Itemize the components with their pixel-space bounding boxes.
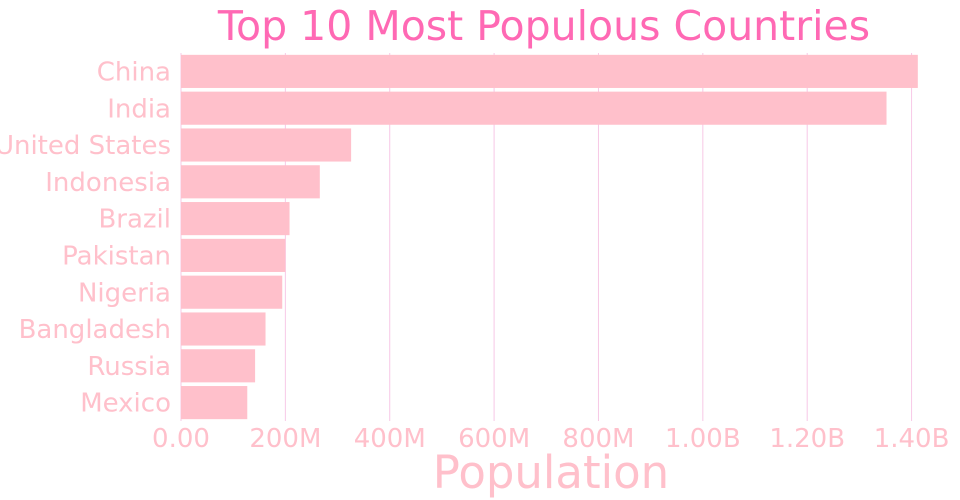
- bar: [181, 128, 352, 162]
- category-labels: China India United States Indonesia Brazil Pa…: [0, 58, 171, 419]
- category-label: Brazil: [98, 205, 171, 235]
- category-label: Nigeria: [78, 278, 171, 308]
- category-label: United States: [0, 131, 171, 161]
- bar: [181, 202, 290, 236]
- x-tick-label: 200M: [249, 424, 321, 454]
- x-tick-label: 400M: [354, 424, 426, 454]
- category-label: Indonesia: [45, 168, 171, 198]
- category-label: Pakistan: [62, 242, 171, 272]
- bar: [181, 275, 283, 309]
- category-label: Russia: [87, 352, 171, 382]
- bar: [181, 312, 266, 346]
- bar: [181, 238, 286, 272]
- category-label: Bangladesh: [19, 315, 171, 345]
- x-tick-label: 1.00B: [665, 424, 741, 454]
- bars: [181, 54, 918, 420]
- bar: [181, 91, 887, 125]
- x-axis-title: Population: [433, 446, 669, 499]
- x-tick-label: 1.40B: [874, 424, 950, 454]
- bar: [181, 54, 918, 88]
- x-tick-label: 600M: [458, 424, 530, 454]
- chart-title: Top 10 Most Populous Countries: [217, 2, 870, 50]
- category-label: India: [107, 94, 171, 124]
- x-tick-label: 1.20B: [769, 424, 845, 454]
- x-tick-label: 800M: [562, 424, 634, 454]
- bar: [181, 386, 248, 420]
- category-label: Mexico: [80, 389, 171, 419]
- x-tick-labels: 0.00 200M 400M 600M 800M 1.00B 1.20B 1.40B: [152, 424, 949, 454]
- bar: [181, 349, 256, 383]
- x-tick-label: 0.00: [152, 424, 210, 454]
- category-label: China: [97, 58, 171, 88]
- bar: [181, 165, 320, 199]
